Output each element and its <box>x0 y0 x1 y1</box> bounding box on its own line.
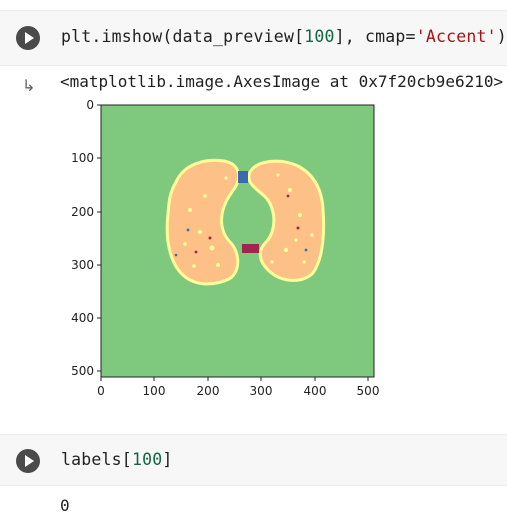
airway-region <box>238 171 248 183</box>
airway-dots <box>174 228 308 257</box>
lung-speckles <box>183 173 314 268</box>
run-cell-button[interactable] <box>16 26 40 50</box>
output-text: 0 <box>60 496 70 515</box>
y-axis <box>97 104 101 372</box>
code-line[interactable]: labels[100] <box>61 450 172 469</box>
code-line[interactable]: plt.imshow(data_preview[100], cmap='Acce… <box>61 27 507 46</box>
code-cell-2[interactable]: labels[100] <box>0 434 507 486</box>
x-tick-labels: 0 100 200 300 400 500 <box>97 384 379 398</box>
imshow-plot: 0 100 200 300 400 500 0 100 200 300 400 … <box>71 98 379 398</box>
plot-background <box>100 104 375 378</box>
x-tick-label: 100 <box>143 384 166 398</box>
y-tick-labels: 0 100 200 300 400 500 <box>71 98 94 378</box>
x-tick-label: 0 <box>97 384 105 398</box>
output-redirect-icon: ↳ <box>22 76 36 95</box>
y-tick-label: 400 <box>71 311 94 325</box>
x-axis <box>100 377 369 381</box>
output-text: <matplotlib.image.AxesImage at 0x7f20cb9… <box>60 72 504 91</box>
x-tick-label: 300 <box>250 384 273 398</box>
code-suffix: ) <box>496 27 507 46</box>
code-cell-1[interactable]: plt.imshow(data_preview[100], cmap='Acce… <box>0 10 507 66</box>
x-tick-label: 400 <box>304 384 327 398</box>
vessel-dots <box>194 194 300 254</box>
left-lung <box>165 158 241 286</box>
vessel-region <box>242 244 259 253</box>
x-tick-label: 500 <box>357 384 380 398</box>
y-tick-label: 100 <box>71 151 94 165</box>
code-index: 100 <box>131 450 163 469</box>
y-tick-label: 0 <box>86 98 94 112</box>
code-prefix: labels[ <box>61 450 132 469</box>
code-string: 'Accent' <box>415 27 497 46</box>
x-tick-label: 200 <box>197 384 220 398</box>
y-tick-label: 300 <box>71 258 94 272</box>
y-tick-label: 500 <box>71 364 94 378</box>
code-middle: ], cmap= <box>334 27 416 46</box>
y-tick-label: 200 <box>71 205 94 219</box>
run-cell-button[interactable] <box>16 449 40 473</box>
code-index: 100 <box>304 27 335 46</box>
code-prefix: plt.imshow(data_preview[ <box>61 27 305 46</box>
code-suffix: ] <box>162 450 173 469</box>
